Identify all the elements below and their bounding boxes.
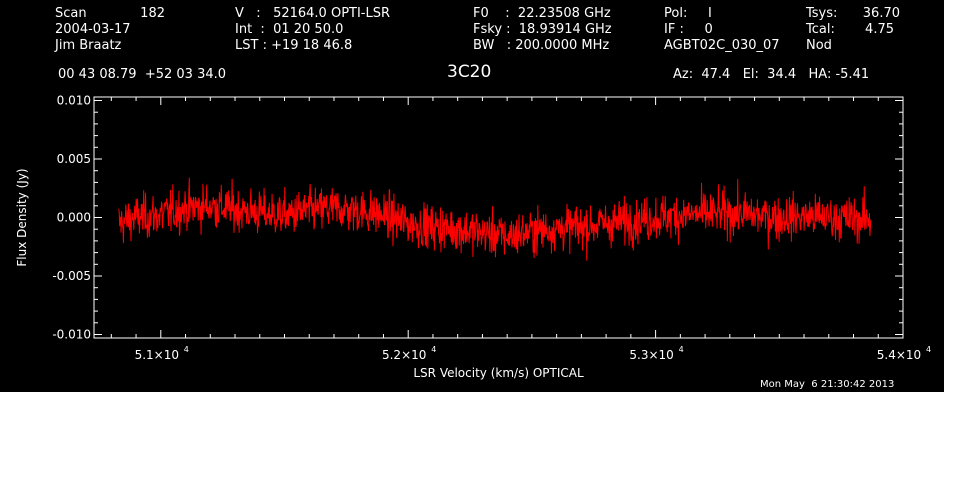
y-tick-label: 0.005 xyxy=(57,152,91,166)
x-tick-label: 5.2×10 xyxy=(382,348,426,362)
az-el-ha: Az: 47.4 El: 34.4 HA: -5.41 xyxy=(673,67,870,82)
polarization: Pol: I xyxy=(664,6,712,21)
x-tick-exponent: 4 xyxy=(431,345,436,354)
if-number: IF : 0 xyxy=(664,22,713,37)
spectrum-trace xyxy=(118,177,872,261)
x-tick-exponent: 4 xyxy=(679,345,684,354)
x-tick-label: 5.1×10 xyxy=(135,348,179,362)
rest-frequency: F0 : 22.23508 GHz xyxy=(473,6,611,21)
sky-frequency: Fsky : 18.93914 GHz xyxy=(473,22,612,37)
scan-number: 182 xyxy=(140,6,165,21)
lst-info: LST : +19 18 46.8 xyxy=(235,38,353,53)
x-tick-exponent: 4 xyxy=(184,345,189,354)
x-axis-label: LSR Velocity (km/s) OPTICAL xyxy=(413,366,584,380)
tcal-value: 4.75 xyxy=(865,22,894,37)
spectrum-chart: 5.1×10 4 5.2×10 4 5.3×10 4 5.4×10 4 -0.010 -0.005… xyxy=(15,94,931,380)
procedure-type: Nod xyxy=(806,38,832,53)
project-id: AGBT02C_030_07 xyxy=(664,38,780,53)
observer-name: Jim Braatz xyxy=(55,38,122,53)
x-tick-label: 5.4×10 xyxy=(877,348,921,362)
x-tick-label: 5.3×10 xyxy=(629,348,673,362)
timestamp: Mon May 6 21:30:42 2013 xyxy=(760,379,895,390)
plot-panel: Scan 182 2004-03-17 Jim Braatz V : 52164… xyxy=(0,0,944,392)
y-tick-label: 0.000 xyxy=(57,211,91,225)
x-tick-exponent: 4 xyxy=(926,345,931,354)
tsys-label: Tsys: xyxy=(806,6,838,21)
y-tick-label: 0.010 xyxy=(57,94,91,108)
source-coordinates: 00 43 08.79 +52 03 34.0 xyxy=(58,67,227,82)
scan-label: Scan xyxy=(55,6,87,21)
velocity-info: V : 52164.0 OPTI-LSR xyxy=(235,6,391,21)
tcal-label: Tcal: xyxy=(806,22,835,37)
source-name: 3C20 xyxy=(447,62,492,82)
y-tick-label: -0.005 xyxy=(52,269,91,283)
integration-time: Int : 01 20 50.0 xyxy=(235,22,344,37)
y-axis-label: Flux Density (Jy) xyxy=(15,168,29,266)
bandwidth: BW : 200.0000 MHz xyxy=(473,38,610,53)
tsys-value: 36.70 xyxy=(862,6,900,21)
observation-date: 2004-03-17 xyxy=(55,22,131,37)
y-tick-label: -0.010 xyxy=(52,327,91,341)
